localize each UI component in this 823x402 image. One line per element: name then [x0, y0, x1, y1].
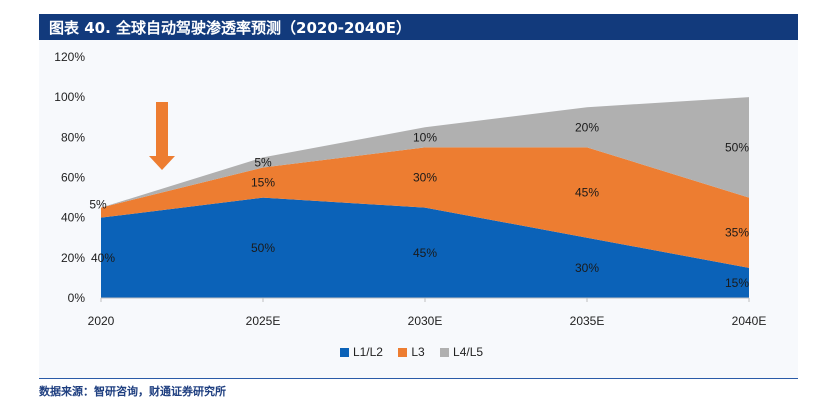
area-l1l2: [101, 197, 749, 298]
area-l4l5: [101, 97, 749, 208]
plot-area: 0% 20% 40% 60% 80% 100% 120% 2020 2025E 2030E 2035…: [39, 40, 798, 378]
legend-item-l1l2: L1/L2: [339, 345, 383, 359]
x-tick-label: 2040E: [732, 314, 767, 328]
data-label: 20%: [575, 120, 599, 134]
y-tick-label: 40%: [61, 211, 85, 225]
x-tick-label: 2030E: [408, 314, 443, 328]
data-label: 50%: [251, 241, 275, 255]
stacked-area-chart: 0% 20% 40% 60% 80% 100% 120% 2020 2025E 2030E 2035…: [54, 50, 767, 328]
legend: L1/L2 L3 L4/L5: [0, 345, 823, 359]
legend-swatch-l4l5: [440, 348, 450, 357]
data-label: 50%: [725, 140, 749, 154]
y-tick-label: 100%: [54, 90, 85, 104]
y-tick-label: 120%: [54, 50, 85, 64]
data-label: 15%: [725, 276, 749, 290]
title-bar: 图表 40. 全球自动驾驶渗透率预测（2020-2040E）: [39, 14, 798, 40]
data-label: 30%: [575, 261, 599, 275]
legend-label-l3: L3: [411, 345, 425, 359]
data-label: 35%: [725, 226, 749, 240]
arrow-stem: [156, 102, 168, 156]
legend-label-l1l2: L1/L2: [352, 345, 383, 359]
legend-swatch-l3: [398, 348, 408, 357]
data-label: 15%: [251, 176, 275, 190]
legend-item-l4l5: L4/L5: [440, 345, 483, 359]
y-tick-label: 20%: [61, 251, 85, 265]
down-arrow-icon: [149, 156, 175, 170]
data-label: 45%: [575, 186, 599, 200]
y-tick-label: 60%: [61, 171, 85, 185]
area-l3: [101, 147, 749, 268]
source-note: 数据来源：智研咨询，财通证券研究所: [39, 385, 226, 398]
chart-title: 图表 40. 全球自动驾驶渗透率预测（2020-2040E）: [49, 19, 411, 37]
x-tick-label: 2020: [88, 314, 115, 328]
data-label: 30%: [413, 171, 437, 185]
bottom-rule: [39, 378, 798, 379]
legend-item-l3: L3: [398, 345, 425, 359]
data-label: 10%: [413, 130, 437, 144]
y-tick-label: 0%: [68, 291, 86, 305]
data-label: 5%: [89, 198, 107, 212]
legend-swatch-l1l2: [339, 348, 349, 357]
x-tick-label: 2025E: [246, 314, 281, 328]
data-label: 40%: [91, 251, 115, 265]
data-label: 45%: [413, 246, 437, 260]
legend-label-l4l5: L4/L5: [453, 345, 484, 359]
data-label: 5%: [254, 155, 272, 169]
x-tick-label: 2035E: [570, 314, 605, 328]
y-tick-label: 80%: [61, 130, 85, 144]
